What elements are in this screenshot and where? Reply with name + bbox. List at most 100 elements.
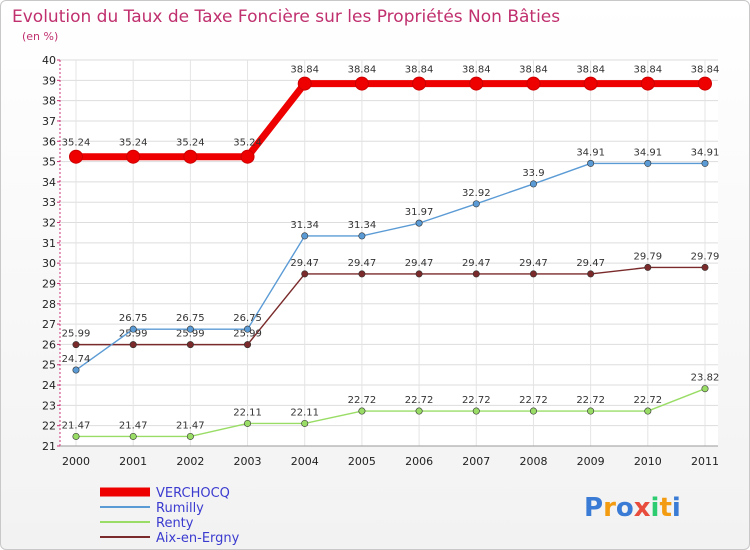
y-tick-label: 26	[42, 338, 56, 351]
data-point	[244, 419, 252, 427]
data-label: 31.34	[290, 220, 319, 231]
series-line	[76, 388, 706, 438]
data-label: 38.84	[290, 65, 319, 76]
legend-label: Rumilly	[156, 501, 204, 516]
data-point	[301, 270, 309, 278]
x-tick-label: 2011	[691, 455, 719, 468]
data-point	[583, 76, 598, 91]
x-tick-label: 2000	[62, 455, 90, 468]
data-point	[644, 159, 652, 167]
data-point	[529, 270, 537, 278]
data-point	[126, 149, 141, 164]
x-tick-label: 2002	[176, 455, 204, 468]
data-label: 29.47	[405, 258, 434, 269]
data-point	[526, 76, 541, 91]
data-point	[415, 270, 423, 278]
y-tick-label: 39	[42, 74, 56, 87]
data-point	[412, 76, 427, 91]
data-label: 26.75	[176, 313, 205, 324]
data-label: 38.84	[691, 65, 720, 76]
y-tick-label: 25	[42, 359, 56, 372]
chart-subtitle: (en %)	[22, 30, 58, 43]
data-label: 38.84	[519, 65, 548, 76]
data-label: 38.84	[405, 65, 434, 76]
axes	[57, 59, 718, 447]
series-verchocq: 35.24 35.24 35.24 35.24 38.84 38.84 38.84 38.84…	[62, 65, 720, 164]
data-label: 22.11	[290, 407, 319, 418]
data-point	[297, 76, 312, 91]
data-label: 29.47	[462, 258, 491, 269]
data-label: 34.91	[691, 147, 720, 158]
data-point	[240, 149, 255, 164]
y-tick-label: 38	[42, 95, 56, 108]
x-tick-label: 2009	[577, 455, 605, 468]
x-tick-label: 2001	[119, 455, 147, 468]
data-label: 21.47	[62, 420, 91, 431]
data-point	[472, 407, 480, 415]
data-point	[186, 341, 194, 349]
data-label: 22.72	[576, 395, 605, 406]
data-label: 32.92	[462, 188, 491, 199]
data-label: 29.79	[691, 251, 720, 262]
x-tick-label: 2005	[348, 455, 376, 468]
x-tick-label: 2006	[405, 455, 433, 468]
data-label: 24.74	[62, 354, 91, 365]
data-label: 22.72	[633, 395, 662, 406]
x-tick-label: 2007	[462, 455, 490, 468]
y-tick-label: 28	[42, 298, 56, 311]
data-label: 22.72	[462, 395, 491, 406]
data-label: 35.24	[233, 138, 262, 149]
x-tick-label: 2010	[634, 455, 662, 468]
data-point	[72, 341, 80, 349]
data-label: 31.34	[348, 220, 377, 231]
data-label: 25.99	[176, 329, 205, 340]
data-point	[301, 419, 309, 427]
data-point	[129, 341, 137, 349]
data-label: 23.82	[691, 373, 720, 384]
y-tick-label: 36	[42, 135, 56, 148]
data-label: 26.75	[233, 313, 262, 324]
proxiti-logo: Proxiti	[584, 493, 681, 523]
data-point	[698, 76, 712, 91]
data-label: 29.47	[576, 258, 605, 269]
y-tick-label: 30	[42, 257, 56, 270]
y-tick-label: 37	[42, 115, 56, 128]
y-tick-label: 35	[42, 156, 56, 169]
data-label: 34.91	[633, 147, 662, 158]
y-tick-label: 34	[42, 176, 56, 189]
data-point	[469, 76, 484, 91]
series-aix-en-ergny: 25.99 25.99 25.99 25.99 29.47 29.47 29.47 29.47…	[62, 251, 720, 349]
y-tick-label: 24	[42, 379, 56, 392]
data-label: 25.99	[62, 329, 91, 340]
data-point	[472, 270, 480, 278]
data-label: 33.9	[522, 168, 544, 179]
data-point	[701, 263, 709, 271]
data-point	[129, 325, 137, 333]
plot-area	[60, 60, 718, 446]
x-tick-label: 2008	[519, 455, 547, 468]
data-point	[529, 407, 537, 415]
series-renty: 21.47 21.47 21.47 22.11 22.11 22.72 22.72 22.72…	[62, 373, 720, 440]
data-point	[186, 325, 194, 333]
data-label: 35.24	[176, 138, 205, 149]
data-point	[183, 149, 198, 164]
data-point	[587, 270, 595, 278]
data-label: 29.79	[633, 251, 662, 262]
data-label: 22.72	[405, 395, 434, 406]
data-label: 29.47	[519, 258, 548, 269]
grid	[60, 59, 718, 447]
data-label: 26.75	[119, 313, 148, 324]
data-label: 31.97	[405, 207, 434, 218]
data-point	[529, 180, 537, 188]
data-point	[701, 159, 709, 167]
data-point	[72, 432, 80, 440]
data-point	[644, 263, 652, 271]
data-point	[415, 219, 423, 227]
chart-title: Evolution du Taux de Taxe Foncière sur l…	[12, 7, 560, 27]
data-point	[129, 432, 137, 440]
data-point	[358, 407, 366, 415]
y-tick-label: 33	[42, 196, 56, 209]
data-point	[244, 341, 252, 349]
